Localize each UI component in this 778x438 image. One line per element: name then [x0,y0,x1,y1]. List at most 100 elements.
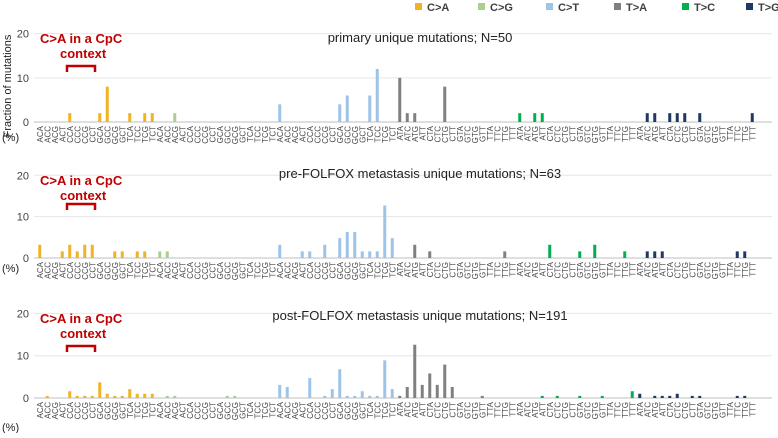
x-tick-label-2-21: CCC [193,402,202,420]
x-tick-label-1-81: ATC [643,262,652,278]
x-tick-label-2-62: TTG [501,402,510,418]
x-tick-label-2-61: TTC [493,402,502,418]
x-tick-label-2-19: ACT [178,402,187,418]
x-tick-label-2-58: GTG [471,402,480,419]
x-tick-label-1-73: GTC [583,262,592,279]
x-tick-label-2-34: ACG [291,402,300,419]
bar-1-6 [83,244,87,258]
bar-0-84 [668,113,672,122]
x-tick-label-1-78: TTG [621,262,630,278]
bar-1-4 [68,244,72,258]
x-tick-label-2-39: CCT [328,402,337,419]
x-tick-label-0-46: TCG [381,126,390,143]
x-tick-label-0-39: CCT [328,126,337,143]
bar-1-38 [323,244,327,258]
bar-0-32 [278,104,282,122]
bar-2-12 [128,389,132,398]
x-tick-label-1-22: CCG [201,262,210,280]
x-tick-label-0-72: GTA [576,125,585,142]
bar-1-14 [143,251,147,258]
x-tick-label-2-76: TTA [606,401,615,416]
x-tick-label-2-44: TCA [366,401,375,418]
x-tick-label-1-9: GCC [103,262,112,280]
x-tick-label-1-34: ACG [291,262,300,279]
x-tick-label-2-7: CCT [88,402,97,419]
x-tick-label-2-43: GCT [358,402,367,419]
x-tick-label-1-36: CCA [306,261,315,279]
x-tick-label-1-72: GTA [576,261,585,278]
x-tick-label-0-1: ACC [43,126,52,143]
bar-2-17 [165,395,169,398]
annotation-line2-1: context [60,188,107,203]
x-tick-label-0-81: ATC [643,126,652,142]
x-tick-label-2-38: CCG [321,402,330,420]
y-unit-label-0: (%) [2,132,19,144]
x-tick-label-2-5: CCC [73,402,82,420]
x-tick-label-2-17: ACC [163,402,172,419]
x-tick-label-0-53: CTC [433,126,442,143]
x-tick-label-2-1: ACC [43,402,52,419]
x-tick-label-2-67: ATT [538,402,547,417]
x-tick-label-2-53: CTC [433,402,442,419]
x-tick-label-0-94: TTG [741,126,750,142]
bar-2-75 [600,395,604,398]
bar-2-49 [405,387,409,398]
x-tick-label-2-12: TCA [126,401,135,418]
x-tick-label-0-38: CCG [321,126,330,144]
legend-label-0: C>A [427,2,449,14]
bar-2-39 [330,389,334,398]
bar-1-83 [660,251,664,258]
x-tick-label-2-54: CTG [441,402,450,419]
bar-0-45 [375,68,379,122]
bar-2-15 [150,393,154,398]
bar-1-0 [38,244,42,258]
bar-1-47 [390,238,394,258]
bar-0-12 [128,113,132,122]
y-unit-label-2: (%) [2,422,19,433]
bar-2-32 [278,384,282,398]
x-tick-label-1-84: CTA [666,261,675,277]
bar-2-5 [75,395,79,398]
x-tick-label-0-59: GTT [478,126,487,142]
legend-label-4: T>C [694,2,715,14]
legend-label-2: C>T [558,2,579,14]
bar-1-78 [623,251,627,258]
bar-2-7 [90,395,94,398]
x-tick-label-0-61: TTC [493,126,502,142]
x-tick-label-2-16: ACA [156,401,165,418]
x-tick-label-0-87: CTT [688,126,697,142]
x-tick-label-1-2: ACG [51,262,60,279]
bar-2-26 [233,395,237,398]
x-tick-label-0-41: GCC [343,126,352,144]
panel-title-1: pre-FOLFOX metastasis unique mutations; … [279,166,561,181]
x-tick-label-1-58: GTG [471,262,480,279]
legend-swatch-4 [682,3,689,10]
x-tick-label-1-28: TCA [246,261,255,278]
x-tick-label-1-75: GTT [598,262,607,278]
bar-1-74 [593,244,597,258]
x-tick-label-2-28: TCA [246,401,255,418]
x-tick-label-1-80: ATA [636,261,645,276]
x-tick-label-2-8: GCA [96,401,105,419]
bar-1-68 [548,244,552,258]
y-tick-label-0-0: 0 [23,117,29,129]
bar-1-94 [743,251,747,258]
x-tick-label-1-18: ACG [171,262,180,279]
x-tick-label-2-2: ACG [51,402,60,419]
x-tick-label-0-71: CTT [568,126,577,142]
x-tick-label-0-86: CTG [681,126,690,143]
x-tick-label-1-0: ACA [36,261,45,278]
x-tick-label-2-72: GTA [576,401,585,418]
bar-1-7 [90,244,94,258]
bar-2-41 [345,395,349,398]
bar-1-32 [278,244,282,258]
x-tick-label-0-90: GTG [711,126,720,143]
x-tick-label-0-79: TTT [628,126,637,141]
x-tick-label-2-27: GCT [238,402,247,419]
annotation-line1-2: C>A in a CpC [40,311,123,326]
x-tick-label-0-75: GTT [598,126,607,142]
bar-2-25 [225,395,229,398]
y-tick-label-1-2: 20 [17,170,29,182]
x-tick-label-2-91: GTT [718,402,727,418]
x-tick-label-1-31: TCT [268,262,277,278]
